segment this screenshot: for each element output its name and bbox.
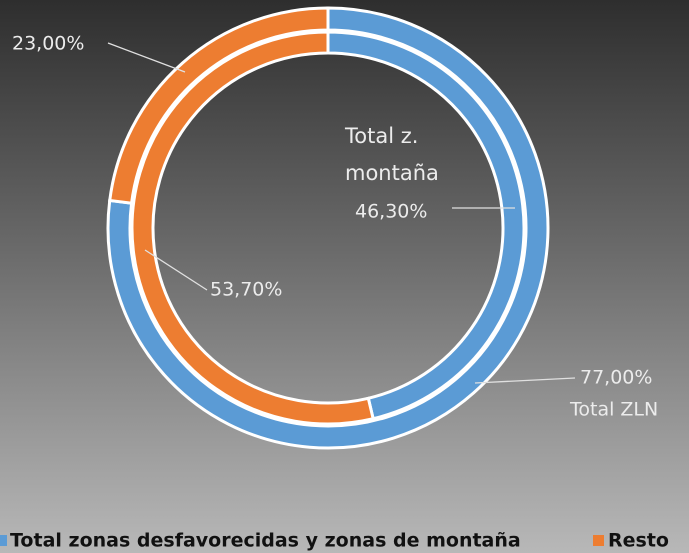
data-label: 23,00% bbox=[12, 33, 84, 55]
leader-line bbox=[474, 377, 576, 384]
series-name: Total z. montaña bbox=[345, 124, 439, 185]
leader-line bbox=[107, 42, 186, 73]
legend-swatch bbox=[0, 535, 7, 546]
data-label: 53,70% bbox=[210, 279, 282, 301]
data-label: 46,30% bbox=[355, 201, 427, 223]
donut-segment bbox=[130, 30, 375, 426]
donut-segment bbox=[106, 6, 550, 450]
legend-swatch bbox=[593, 535, 604, 546]
legend-label: Resto bbox=[608, 530, 669, 552]
series-name: Total ZLN bbox=[569, 399, 658, 421]
donut-segment bbox=[108, 6, 330, 205]
leader-line bbox=[144, 249, 208, 291]
data-label: 77,00% bbox=[580, 367, 652, 389]
legend-label: Total zonas desfavorecidas y zonas de mo… bbox=[10, 530, 521, 552]
